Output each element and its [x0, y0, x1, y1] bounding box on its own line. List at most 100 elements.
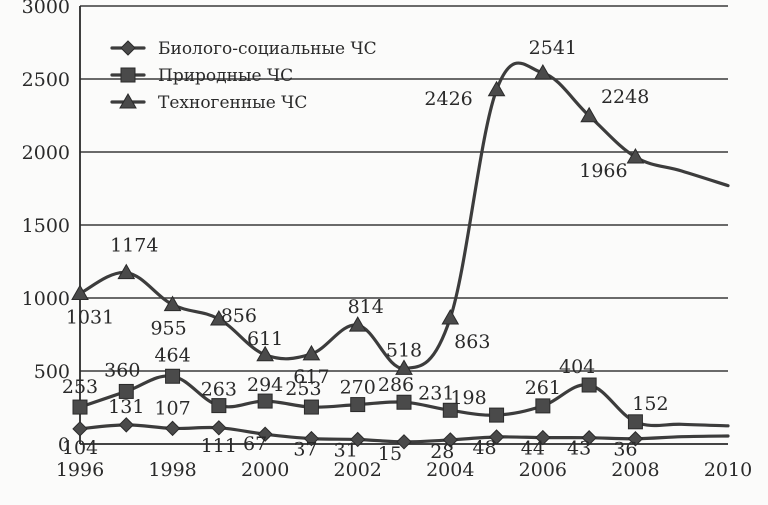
- x-tick-label: 2008: [611, 459, 659, 481]
- data-label-technogenic: 617: [293, 366, 329, 388]
- y-tick-label: 1000: [22, 288, 70, 310]
- data-label-natural: 231: [418, 382, 454, 404]
- data-point-technogenic: [533, 64, 552, 80]
- data-point-technogenic: [256, 345, 275, 362]
- data-point-natural: [303, 399, 319, 415]
- data-label-biological-social: 111: [201, 435, 237, 457]
- data-label-biological-social: 28: [430, 441, 454, 463]
- data-label-biological-social: 37: [293, 439, 317, 461]
- x-tick-label: 2000: [241, 459, 289, 481]
- data-point-biological-social: [581, 430, 597, 446]
- legend-label-natural: Природные ЧС: [158, 66, 293, 86]
- data-point-technogenic: [441, 308, 460, 325]
- legend-marker-technogenic: [119, 92, 137, 109]
- data-point-technogenic: [580, 106, 599, 123]
- data-point-natural: [118, 383, 134, 399]
- x-tick-label: 2006: [519, 459, 567, 481]
- y-tick-label: 2500: [22, 69, 70, 91]
- data-point-biological-social: [257, 426, 273, 442]
- data-point-biological-social: [396, 434, 412, 450]
- data-label-technogenic: 1174: [110, 235, 158, 257]
- data-point-natural: [396, 394, 412, 410]
- data-label-natural: 253: [285, 378, 321, 400]
- data-label-technogenic: 2248: [601, 86, 649, 108]
- data-label-natural: 464: [154, 344, 190, 366]
- data-label-natural: 404: [559, 356, 595, 378]
- data-label-natural: 261: [525, 377, 561, 399]
- grid-layer: [80, 5, 728, 372]
- data-point-technogenic: [163, 295, 182, 312]
- legend-label-technogenic: Техногенные ЧС: [158, 93, 307, 113]
- data-label-technogenic: 2541: [529, 37, 577, 59]
- data-label-biological-social: 107: [154, 397, 190, 419]
- data-point-biological-social: [350, 431, 366, 448]
- x-tick-label: 2002: [334, 459, 382, 481]
- data-point-biological-social: [72, 421, 88, 437]
- data-point-biological-social: [442, 432, 458, 448]
- data-point-technogenic: [117, 263, 136, 280]
- data-point-technogenic: [302, 344, 321, 361]
- y-tick-label: 2000: [22, 142, 70, 164]
- data-point-technogenic: [626, 147, 645, 164]
- data-label-biological-social: 104: [62, 437, 98, 459]
- data-label-technogenic: 518: [386, 339, 422, 361]
- data-label-technogenic: 1031: [66, 306, 114, 328]
- data-point-biological-social: [627, 431, 644, 447]
- data-label-biological-social: 43: [567, 438, 591, 460]
- y-tick-label: 3000: [22, 0, 70, 18]
- data-point-biological-social: [211, 420, 227, 436]
- data-point-technogenic: [395, 359, 413, 375]
- x-tick-label: 2004: [426, 459, 474, 481]
- data-point-natural: [535, 398, 551, 414]
- x-tick-label: 1996: [56, 459, 104, 481]
- data-label-natural: 198: [450, 387, 486, 409]
- data-label-technogenic: 863: [454, 331, 490, 353]
- data-point-natural: [165, 368, 181, 384]
- data-label-technogenic: 611: [247, 328, 283, 350]
- data-label-natural: 270: [340, 377, 376, 399]
- data-point-natural: [350, 397, 366, 413]
- data-label-technogenic: 814: [348, 296, 384, 318]
- data-point-natural: [257, 393, 273, 409]
- data-label-biological-social: 48: [472, 437, 496, 459]
- legend-label-biological-social: Биолого-социальные ЧС: [158, 39, 377, 59]
- data-point-biological-social: [303, 430, 320, 447]
- data-label-biological-social: 15: [378, 443, 402, 465]
- x-tick-label: 2010: [704, 459, 752, 481]
- y-tick-label: 0: [58, 434, 70, 456]
- data-point-natural: [627, 414, 643, 430]
- data-point-natural: [442, 402, 458, 418]
- y-tick-label: 1500: [22, 215, 70, 237]
- data-point-natural: [489, 407, 505, 423]
- data-label-natural: 253: [62, 376, 98, 398]
- data-label-biological-social: 44: [521, 438, 545, 460]
- data-point-natural: [211, 398, 227, 414]
- data-point-natural: [581, 377, 597, 393]
- data-label-biological-social: 31: [334, 439, 358, 461]
- data-point-biological-social: [488, 429, 505, 445]
- data-point-biological-social: [164, 420, 181, 437]
- data-label-biological-social: 67: [243, 433, 267, 455]
- data-label-natural: 294: [247, 374, 283, 396]
- data-point-biological-social: [118, 417, 134, 433]
- data-point-technogenic: [209, 310, 228, 326]
- data-label-natural: 152: [632, 393, 668, 415]
- legend-marker-natural: [120, 67, 136, 83]
- series-line-technogenic: [78, 61, 730, 370]
- x-tick-label: 1998: [148, 459, 196, 481]
- axis-layer: 0 500 1000 1500 2000 2500 3000 1996 1998 2000 2002…: [22, 0, 753, 481]
- data-point-technogenic: [348, 316, 367, 332]
- data-point-technogenic: [71, 284, 89, 300]
- y-tick-label: 500: [34, 361, 70, 383]
- legend: Биолого-социальные ЧС Природные ЧС Техноге…: [110, 39, 377, 113]
- data-point-natural: [72, 399, 88, 415]
- data-label-technogenic: 955: [150, 318, 186, 340]
- series-layer: [71, 61, 730, 450]
- data-label-technogenic: 1966: [579, 160, 627, 182]
- data-label-technogenic: 2426: [424, 88, 472, 110]
- data-label-biological-social: 131: [108, 396, 144, 418]
- data-labels-layer: 104 131 107 111 67 37 31 15 28 48 44 43 36 253 360 464 2…: [62, 37, 669, 465]
- data-label-natural: 360: [104, 359, 140, 381]
- data-label-natural: 263: [201, 379, 237, 401]
